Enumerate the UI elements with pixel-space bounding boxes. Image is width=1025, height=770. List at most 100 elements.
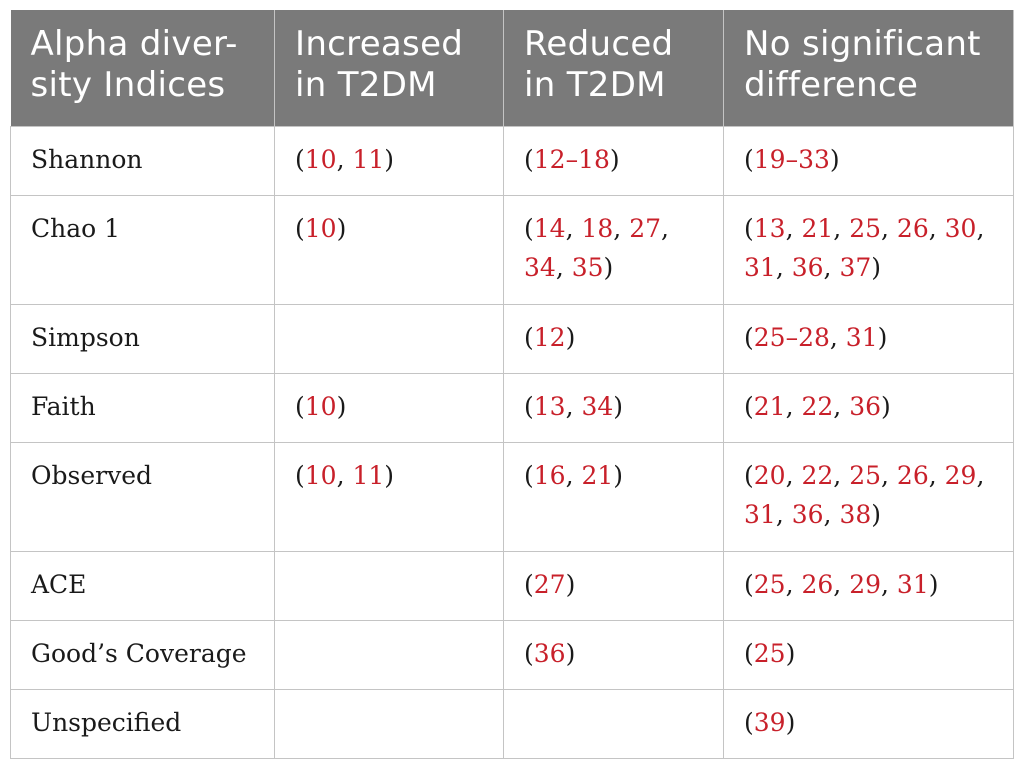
reference-link[interactable]: 31 — [744, 253, 776, 282]
reference-link[interactable]: 29 — [944, 461, 977, 490]
citation-punctuation: ( — [744, 145, 754, 174]
citation-punctuation: , — [661, 214, 669, 243]
table-row: Simpson (12) (25–28, 31) — [10, 304, 1014, 374]
index-name: Good’s Coverage — [31, 639, 247, 668]
citation-punctuation: ( — [524, 639, 534, 668]
reference-link[interactable]: 35 — [571, 253, 604, 282]
reference-link[interactable]: 18 — [581, 214, 614, 243]
reference-link[interactable]: 36 — [791, 500, 824, 529]
citation-punctuation: , — [928, 214, 945, 243]
reference-link[interactable]: 20 — [753, 461, 786, 490]
reference-link[interactable]: 16 — [533, 461, 566, 490]
reference-link[interactable]: 31 — [845, 323, 878, 352]
index-name: ACE — [31, 570, 87, 599]
table-body: Shannon (10, 11) (12–18) (19–33) Chao 1 (10)(… — [10, 126, 1014, 759]
citation-punctuation: ( — [744, 461, 754, 490]
cell-no-difference: (13, 21, 25, 26, 30, 31, 36, 37) — [723, 195, 1014, 305]
cell-reduced — [503, 689, 724, 759]
citation-punctuation: , — [785, 461, 802, 490]
reference-link[interactable]: 39 — [753, 708, 786, 737]
row-index-label: Observed — [10, 442, 275, 552]
reference-link[interactable]: 30 — [944, 214, 977, 243]
reference-link[interactable]: 13 — [753, 214, 786, 243]
reference-link[interactable]: 10 — [304, 461, 337, 490]
reference-link[interactable]: 36 — [791, 253, 824, 282]
reference-link[interactable]: 25 — [849, 214, 882, 243]
reference-link[interactable]: 31 — [896, 570, 929, 599]
reference-link[interactable]: 27 — [629, 214, 662, 243]
reference-link[interactable]: 37 — [839, 253, 872, 282]
reference-link[interactable]: 12–18 — [533, 145, 610, 174]
reference-link[interactable]: 11 — [352, 461, 385, 490]
reference-link[interactable]: 12 — [533, 323, 566, 352]
reference-link[interactable]: 22 — [801, 392, 834, 421]
citation-punctuation: ) — [384, 461, 395, 490]
header-row: Alpha diver- sity Indices Increased in T… — [10, 10, 1014, 127]
reference-link[interactable]: 11 — [352, 145, 385, 174]
row-index-label: Simpson — [10, 304, 275, 374]
alpha-diversity-table: Alpha diver- sity Indices Increased in T… — [10, 10, 1014, 759]
citation-punctuation: , — [555, 253, 572, 282]
cell-no-difference: (20, 22, 25, 26, 29, 31, 36, 38) — [723, 442, 1014, 552]
reference-link[interactable]: 34 — [581, 392, 614, 421]
reference-link[interactable]: 26 — [801, 570, 834, 599]
citation-punctuation: ) — [603, 253, 614, 282]
citation-punctuation: ) — [609, 145, 620, 174]
cell-increased — [274, 620, 504, 690]
reference-link[interactable]: 25 — [753, 639, 786, 668]
row-index-label: Shannon — [10, 126, 275, 196]
reference-link[interactable]: 14 — [533, 214, 566, 243]
reference-link[interactable]: 21 — [801, 214, 834, 243]
cell-reduced: (16, 21) — [503, 442, 724, 552]
citation-punctuation: , — [833, 461, 850, 490]
citation-punctuation: , — [785, 570, 802, 599]
cell-no-difference: (21, 22, 36) — [723, 373, 1014, 443]
reference-link[interactable]: 10 — [304, 392, 337, 421]
citation-punctuation: ( — [744, 639, 754, 668]
header-line: in T2DM — [295, 65, 437, 105]
reference-link[interactable]: 34 — [524, 253, 556, 282]
citation-punctuation: ( — [744, 392, 754, 421]
header-line: Reduced — [524, 24, 674, 64]
citation-punctuation: , — [775, 253, 792, 282]
reference-link[interactable]: 26 — [896, 461, 929, 490]
citation-punctuation: , — [881, 214, 897, 243]
reference-link[interactable]: 25–28 — [753, 323, 830, 352]
citation-punctuation: ) — [928, 570, 939, 599]
citation-punctuation: , — [613, 214, 630, 243]
citation-punctuation: , — [881, 570, 897, 599]
reference-link[interactable]: 22 — [801, 461, 834, 490]
reference-link[interactable]: 13 — [533, 392, 566, 421]
citation-punctuation: ( — [524, 392, 534, 421]
citation-punctuation: , — [775, 500, 792, 529]
citation-punctuation: ) — [785, 639, 796, 668]
reference-link[interactable]: 10 — [304, 214, 337, 243]
citation-punctuation: , — [928, 461, 945, 490]
reference-link[interactable]: 19–33 — [753, 145, 830, 174]
header-no-significant-difference: No significant difference — [723, 10, 1014, 127]
table-row: ACE (27) (25, 26, 29, 31) — [10, 551, 1014, 621]
reference-link[interactable]: 36 — [533, 639, 566, 668]
cell-no-difference: (39) — [723, 689, 1014, 759]
reference-link[interactable]: 38 — [839, 500, 872, 529]
reference-link[interactable]: 27 — [533, 570, 566, 599]
reference-link[interactable]: 10 — [304, 145, 337, 174]
citation-punctuation: ( — [524, 323, 534, 352]
reference-link[interactable]: 36 — [849, 392, 882, 421]
reference-link[interactable]: 26 — [896, 214, 929, 243]
citation-punctuation: ( — [295, 145, 305, 174]
reference-link[interactable]: 31 — [744, 500, 776, 529]
citation-punctuation: , — [881, 461, 897, 490]
table-row: Shannon (10, 11) (12–18) (19–33) — [10, 126, 1014, 196]
citation-punctuation: ) — [336, 214, 347, 243]
reference-link[interactable]: 29 — [849, 570, 882, 599]
cell-no-difference: (25–28, 31) — [723, 304, 1014, 374]
reference-link[interactable]: 25 — [849, 461, 882, 490]
row-index-label: Good’s Coverage — [10, 620, 275, 690]
cell-increased: (10, 11) — [274, 126, 504, 196]
header-line: Increased — [295, 24, 464, 64]
reference-link[interactable]: 21 — [581, 461, 614, 490]
reference-link[interactable]: 25 — [753, 570, 786, 599]
index-name: Faith — [31, 392, 96, 421]
reference-link[interactable]: 21 — [753, 392, 786, 421]
